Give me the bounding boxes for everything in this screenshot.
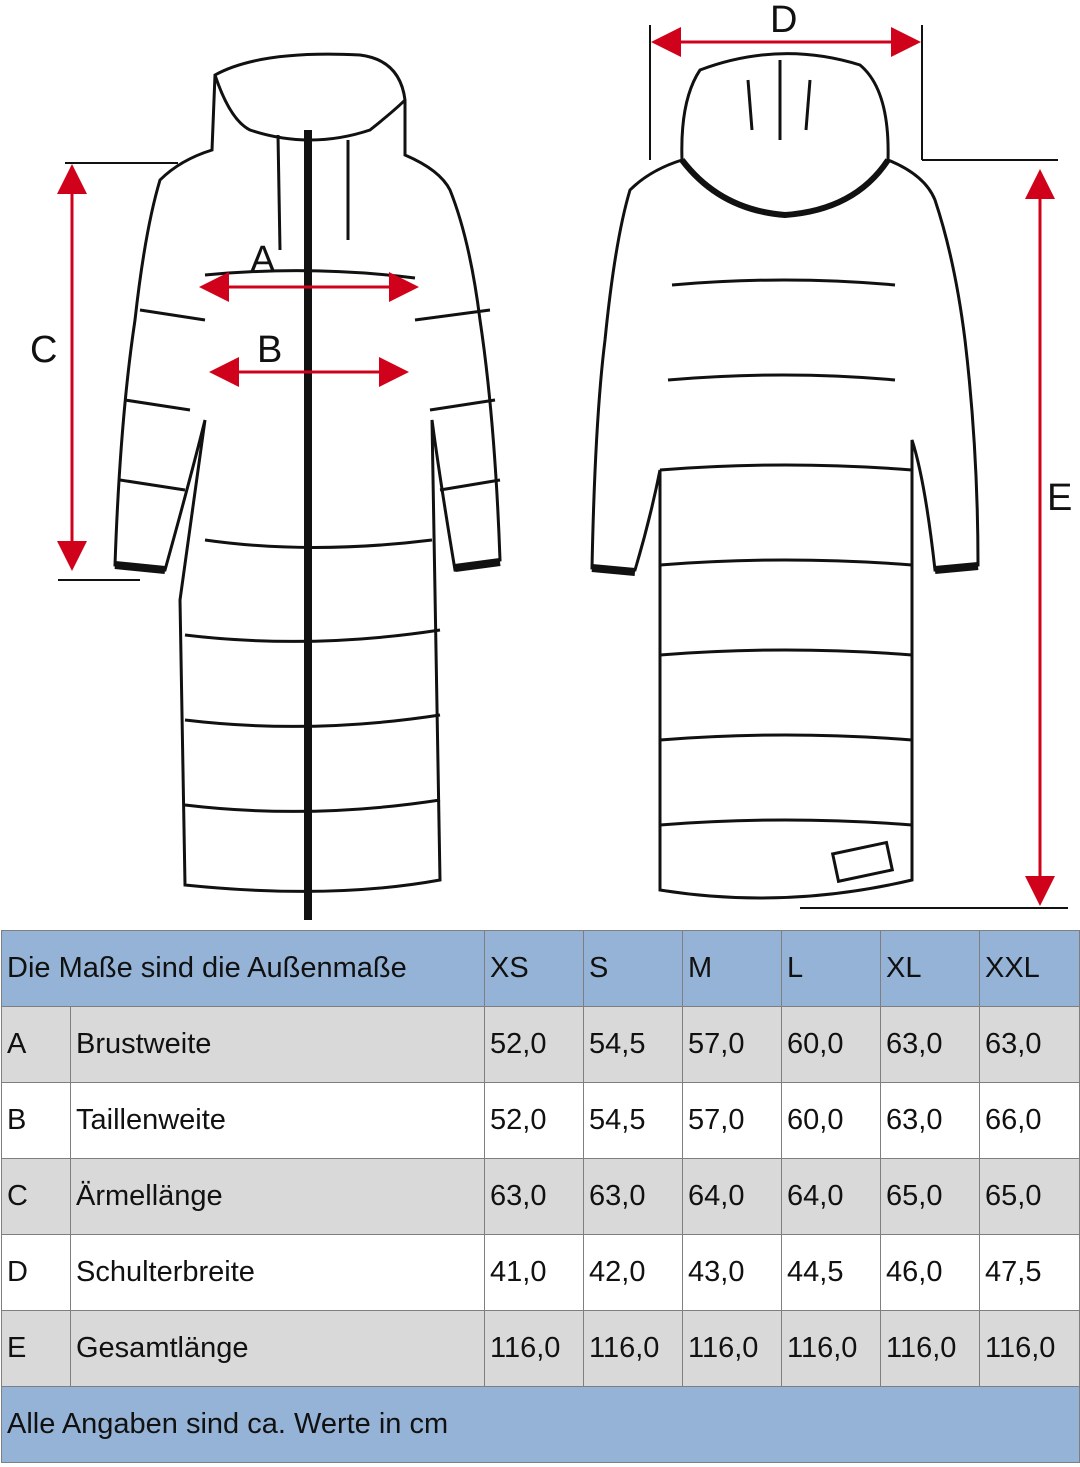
- size-header: XS: [484, 930, 584, 1007]
- cell-value: 63,0: [484, 1158, 584, 1235]
- cell-value: 63,0: [979, 1006, 1080, 1083]
- size-header: XXL: [979, 930, 1080, 1007]
- row-name: Taillenweite: [70, 1082, 485, 1159]
- cell-value: 57,0: [682, 1006, 782, 1083]
- coat-front-illustration: [113, 52, 502, 920]
- row-name: Schulterbreite: [70, 1234, 485, 1311]
- table-row: C Ärmellänge 63,0 63,0 64,0 64,0 65,0 65…: [1, 1158, 1080, 1235]
- cell-value: 57,0: [682, 1082, 782, 1159]
- cell-value: 116,0: [781, 1310, 881, 1387]
- table-row: E Gesamtlänge 116,0 116,0 116,0 116,0 11…: [1, 1310, 1080, 1387]
- cell-value: 65,0: [880, 1158, 980, 1235]
- cell-value: 116,0: [979, 1310, 1080, 1387]
- cell-value: 63,0: [880, 1006, 980, 1083]
- row-name: Gesamtlänge: [70, 1310, 485, 1387]
- cell-value: 116,0: [583, 1310, 683, 1387]
- cell-value: 44,5: [781, 1234, 881, 1311]
- table-row: B Taillenweite 52,0 54,5 57,0 60,0 63,0 …: [1, 1082, 1080, 1159]
- label-c: C: [30, 329, 57, 371]
- cell-value: 54,5: [583, 1006, 683, 1083]
- cell-value: 54,5: [583, 1082, 683, 1159]
- row-key: A: [1, 1006, 71, 1083]
- guide-lines: [58, 25, 1068, 909]
- cell-value: 63,0: [880, 1082, 980, 1159]
- cell-value: 60,0: [781, 1082, 881, 1159]
- cell-value: 46,0: [880, 1234, 980, 1311]
- cell-value: 41,0: [484, 1234, 584, 1311]
- row-name: Ärmellänge: [70, 1158, 485, 1235]
- cell-value: 116,0: [880, 1310, 980, 1387]
- row-key: E: [1, 1310, 71, 1387]
- cell-value: 52,0: [484, 1006, 584, 1083]
- cell-value: 64,0: [682, 1158, 782, 1235]
- size-header: XL: [880, 930, 980, 1007]
- cell-value: 42,0: [583, 1234, 683, 1311]
- cell-value: 60,0: [781, 1006, 881, 1083]
- table-footer-note: Alle Angaben sind ca. Werte in cm: [1, 1386, 1080, 1463]
- cell-value: 63,0: [583, 1158, 683, 1235]
- cell-value: 116,0: [484, 1310, 584, 1387]
- label-d: D: [770, 0, 797, 41]
- row-key: D: [1, 1234, 71, 1311]
- cell-value: 52,0: [484, 1082, 584, 1159]
- label-a: A: [250, 239, 276, 281]
- size-chart-table: Die Maße sind die Außenmaße XS S M L XL …: [1, 930, 1080, 1463]
- table-header-title: Die Maße sind die Außenmaße: [1, 930, 485, 1007]
- label-e: E: [1047, 477, 1072, 519]
- row-key: C: [1, 1158, 71, 1235]
- cell-value: 66,0: [979, 1082, 1080, 1159]
- size-header: L: [781, 930, 881, 1007]
- table-row: A Brustweite 52,0 54,5 57,0 60,0 63,0 63…: [1, 1006, 1080, 1083]
- coat-back-illustration: [590, 52, 980, 900]
- cell-value: 43,0: [682, 1234, 782, 1311]
- cell-value: 65,0: [979, 1158, 1080, 1235]
- cell-value: 116,0: [682, 1310, 782, 1387]
- row-key: B: [1, 1082, 71, 1159]
- table-row: D Schulterbreite 41,0 42,0 43,0 44,5 46,…: [1, 1234, 1080, 1311]
- label-b: B: [257, 329, 282, 371]
- row-name: Brustweite: [70, 1006, 485, 1083]
- table-header-row: Die Maße sind die Außenmaße XS S M L XL …: [1, 930, 1080, 1007]
- table-footer-row: Alle Angaben sind ca. Werte in cm: [1, 1386, 1080, 1463]
- cell-value: 47,5: [979, 1234, 1080, 1311]
- coat-measurement-diagram: A B C D E: [30, 0, 1072, 920]
- cell-value: 64,0: [781, 1158, 881, 1235]
- size-header: M: [682, 930, 782, 1007]
- size-header: S: [583, 930, 683, 1007]
